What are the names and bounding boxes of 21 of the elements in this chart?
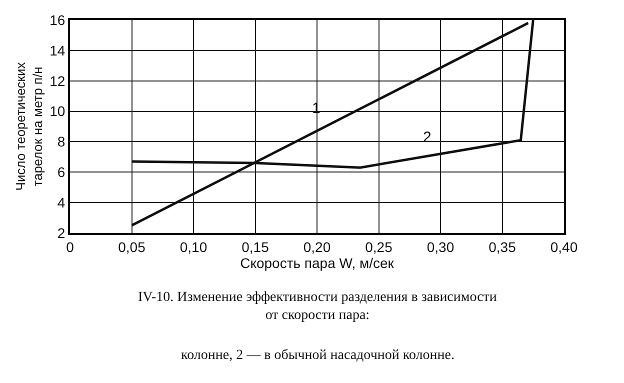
y-tick-label: 2: [57, 224, 66, 241]
x-tick-label: 0,05: [118, 238, 146, 255]
x-tick-label: 0,20: [303, 238, 331, 255]
x-tick-label: 0,15: [242, 238, 270, 255]
x-tick-label: 0,25: [365, 238, 393, 255]
x-tick-label: 0,35: [488, 238, 516, 255]
x-tick-label: 0,40: [550, 238, 578, 255]
x-tick-label: 0,30: [426, 238, 454, 255]
x-tick-label: 0: [66, 238, 74, 255]
y-tick-label: 16: [50, 12, 66, 28]
x-axis-title: Скорость пара W, м/сек: [240, 254, 395, 271]
y-tick-label: 8: [57, 134, 66, 150]
y-tick-label: 10: [50, 103, 66, 120]
x-tick-label: 0,10: [180, 238, 208, 255]
y-tick-label: 12: [50, 72, 66, 89]
y-tick-label: 6: [57, 164, 66, 180]
y-tick-label: 14: [50, 42, 66, 58]
y-tick-label: 4: [57, 194, 66, 210]
text: колонне, 2 — в обычной насадочной колонне.: [181, 348, 454, 363]
text: IV-10. Изменение эффективности разделения в зависимости от скорости пара:: [138, 290, 498, 324]
y-axis-title: Число теоретических тарелок на метр п/н: [13, 62, 46, 191]
